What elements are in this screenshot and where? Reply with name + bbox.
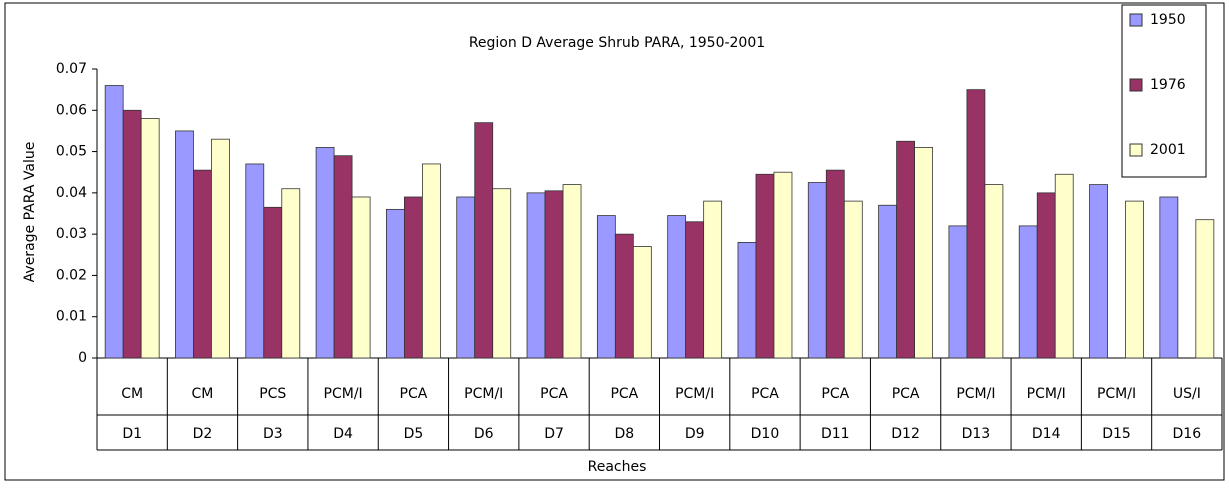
bar — [1018, 225, 1038, 359]
bar — [1159, 196, 1179, 359]
bar — [914, 147, 933, 359]
bar — [843, 200, 863, 359]
bar — [632, 246, 652, 359]
bar — [1036, 192, 1056, 359]
x-tick-label: D2 — [193, 426, 213, 442]
y-tick-label: 0 — [78, 350, 87, 366]
x-tick-label: PCA — [540, 386, 568, 402]
x-tick-label: PCA — [892, 386, 920, 402]
x-tick-label: D7 — [544, 426, 564, 442]
bar — [737, 241, 757, 359]
bar — [211, 138, 230, 359]
y-tick-label: 0.02 — [56, 267, 87, 283]
x-tick-label: PCA — [821, 386, 849, 402]
bar — [984, 184, 1004, 359]
y-tick-label: 0.01 — [56, 309, 87, 325]
x-tick-label: D6 — [474, 426, 494, 442]
x-tick-label: PCA — [400, 386, 428, 402]
bar — [140, 118, 160, 359]
bar — [315, 147, 335, 359]
bar — [1125, 200, 1144, 359]
y-axis-label: Average PARA Value — [22, 142, 38, 283]
bar — [281, 188, 301, 359]
legend-label: 1976 — [1150, 77, 1186, 93]
x-tick-label: D3 — [263, 426, 283, 442]
x-axis-label: Reaches — [588, 459, 647, 475]
legend-swatch — [1129, 78, 1143, 92]
bar — [896, 140, 915, 359]
bar — [667, 215, 687, 359]
bar — [685, 221, 705, 359]
x-tick-label: PCA — [751, 386, 779, 402]
bar — [1089, 184, 1108, 359]
bar — [175, 130, 194, 359]
legend-swatch — [1129, 13, 1143, 27]
y-tick-label: 0.07 — [56, 61, 87, 77]
bar — [596, 215, 616, 359]
x-tick-label: D11 — [821, 426, 850, 442]
bar — [526, 192, 546, 359]
x-tick-label: D12 — [891, 426, 920, 442]
bar — [966, 89, 986, 359]
x-tick-label: CM — [121, 386, 143, 402]
x-tick-label: D16 — [1173, 426, 1202, 442]
x-tick-label: PCM/I — [324, 386, 363, 402]
legend-swatch — [1129, 143, 1143, 157]
x-tick-label: PCM/I — [956, 386, 995, 402]
bar — [456, 196, 476, 359]
bar — [351, 196, 371, 359]
x-tick-label: US/I — [1173, 386, 1201, 402]
x-tick-label: D10 — [751, 426, 780, 442]
bar — [544, 190, 564, 359]
x-tick-label: D15 — [1102, 426, 1131, 442]
x-tick-label: D9 — [685, 426, 705, 442]
bar — [825, 169, 845, 359]
y-tick-label: 0.05 — [56, 144, 87, 160]
bar — [562, 184, 582, 359]
bar — [404, 196, 423, 359]
x-tick-label: PCM/I — [464, 386, 503, 402]
x-tick-label: PCM/I — [1027, 386, 1066, 402]
x-tick-label: D5 — [404, 426, 424, 442]
bar — [1054, 173, 1074, 359]
x-tick-label: D4 — [333, 426, 353, 442]
x-tick-label: CM — [192, 386, 214, 402]
legend-label: 2001 — [1150, 142, 1186, 158]
bar — [245, 163, 265, 359]
chart-title: Region D Average Shrub PARA, 1950-2001 — [469, 35, 765, 51]
bar — [263, 206, 283, 359]
x-tick-label: D1 — [122, 426, 142, 442]
x-tick-label: PCM/I — [675, 386, 714, 402]
bar — [333, 155, 353, 359]
bar — [386, 208, 405, 359]
x-tick-label: PCS — [259, 386, 286, 402]
bar — [948, 225, 968, 359]
x-tick-label: PCA — [610, 386, 638, 402]
x-tick-label: D14 — [1032, 426, 1061, 442]
bar — [193, 169, 212, 359]
x-tick-label: D13 — [962, 426, 991, 442]
y-tick-label: 0.03 — [56, 226, 87, 242]
bar — [773, 171, 793, 359]
bar — [1195, 219, 1215, 359]
bar — [422, 163, 441, 359]
bar — [703, 200, 723, 359]
bar — [104, 85, 124, 359]
x-tick-label: PCM/I — [1097, 386, 1136, 402]
y-tick-label: 0.06 — [56, 102, 87, 118]
bar — [492, 188, 512, 359]
bar — [122, 109, 142, 359]
x-tick-label: D8 — [615, 426, 635, 442]
y-tick-label: 0.04 — [56, 185, 87, 201]
bar — [614, 233, 634, 359]
bar — [807, 182, 827, 359]
bar — [474, 122, 494, 359]
bar — [878, 204, 897, 359]
legend-label: 1950 — [1150, 12, 1186, 28]
bar — [755, 173, 775, 359]
